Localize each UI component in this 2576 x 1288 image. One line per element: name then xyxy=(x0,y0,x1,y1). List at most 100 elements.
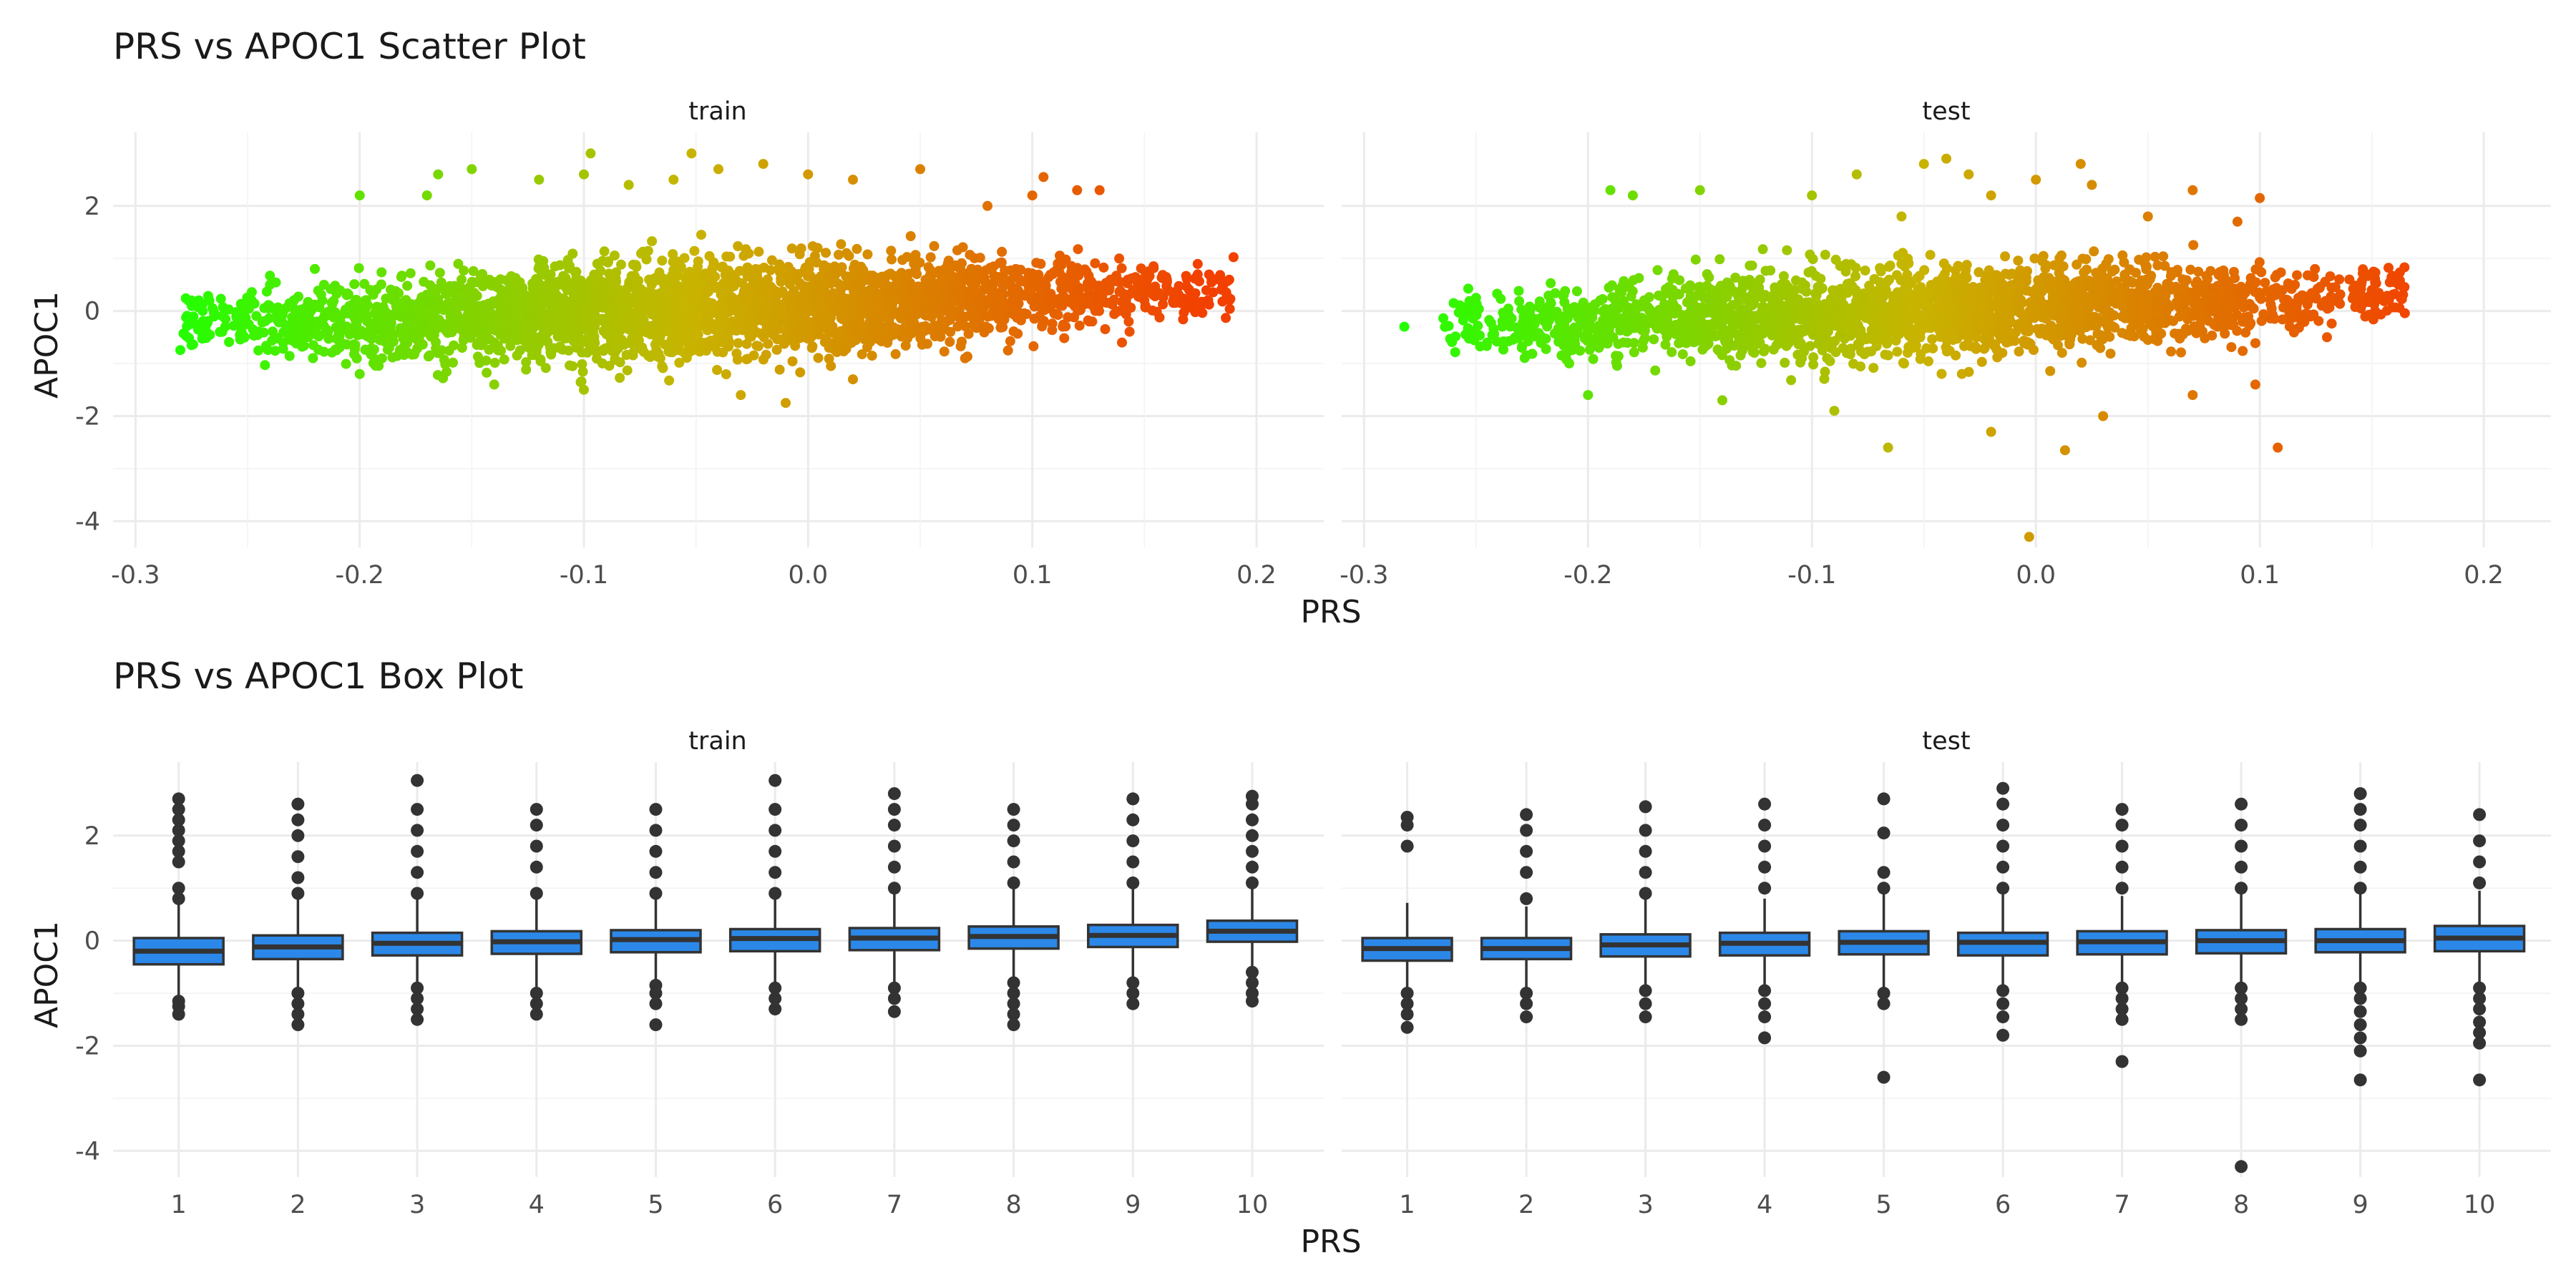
scatter-point xyxy=(823,325,834,335)
scatter-point xyxy=(1843,346,1853,357)
scatter-point xyxy=(874,289,884,299)
scatter-point xyxy=(839,311,849,321)
scatter-point xyxy=(621,350,632,360)
scatter-point xyxy=(448,357,458,368)
scatter-point xyxy=(546,349,557,360)
scatter-point xyxy=(1714,254,1725,265)
scatter-point xyxy=(495,274,506,285)
scatter-point xyxy=(1181,270,1191,281)
scatter-point xyxy=(963,301,974,311)
scatter-point xyxy=(2000,251,2011,262)
scatter-point xyxy=(879,333,889,344)
scatter-point xyxy=(405,268,416,278)
scatter-point xyxy=(537,285,547,296)
scatter-point xyxy=(434,268,445,278)
scatter-point xyxy=(175,345,185,356)
scatter-point xyxy=(682,270,693,280)
scatter-point xyxy=(960,353,970,364)
scatter-point xyxy=(366,343,377,353)
scatter-point xyxy=(945,336,955,347)
scatter-point xyxy=(1739,293,1750,304)
scatter-point xyxy=(1923,356,1933,366)
scatter-point xyxy=(377,353,387,364)
scatter-point xyxy=(1204,299,1214,310)
scatter-point xyxy=(615,357,625,368)
scatter-point xyxy=(2306,288,2317,298)
scatter-point xyxy=(1589,339,1600,350)
scatter-point xyxy=(1038,172,1049,182)
scatter-point xyxy=(929,240,940,251)
scatter-point xyxy=(1828,336,1839,347)
scatter-point xyxy=(741,338,752,349)
scatter-point xyxy=(1629,338,1639,348)
scatter-point xyxy=(748,273,758,283)
scatter-point xyxy=(1830,254,1841,265)
scatter-point xyxy=(891,271,902,281)
scatter-point xyxy=(367,331,378,342)
scatter-point xyxy=(768,316,779,326)
scatter-point xyxy=(555,260,565,270)
scatter-point xyxy=(1613,351,1624,361)
scatter-point xyxy=(297,341,308,352)
scatter-point xyxy=(354,190,365,201)
scatter-point xyxy=(220,321,230,332)
scatter-point xyxy=(708,257,719,268)
scatter-point xyxy=(391,301,401,311)
scatter-point xyxy=(258,327,269,338)
scatter-point xyxy=(484,274,495,285)
x-tick-label: 0.0 xyxy=(2016,561,2056,590)
scatter-point xyxy=(666,328,677,338)
scatter-point xyxy=(838,299,849,310)
scatter-point xyxy=(1008,326,1019,337)
scatter-point xyxy=(989,304,1000,315)
scatter-point xyxy=(1007,288,1018,298)
scatter-point xyxy=(647,275,658,286)
scatter-point xyxy=(615,373,625,383)
scatter-point xyxy=(806,280,817,291)
scatter-point xyxy=(343,308,353,318)
scatter-point xyxy=(2049,260,2059,270)
scatter-point xyxy=(955,264,966,275)
scatter-point xyxy=(410,303,421,313)
scatter-point xyxy=(2084,281,2094,292)
scatter-point xyxy=(1055,250,1065,261)
scatter-point xyxy=(495,311,506,322)
scatter-point xyxy=(431,337,441,348)
scatter-point xyxy=(1038,316,1049,326)
scatter-point xyxy=(681,353,692,363)
scatter-point xyxy=(799,293,810,304)
scatter-point xyxy=(753,341,763,351)
scatter-point xyxy=(776,266,786,276)
scatter-point xyxy=(1228,252,1239,263)
scatter-point xyxy=(1190,307,1201,318)
scatter-point xyxy=(718,306,728,316)
scatter-point xyxy=(519,289,530,300)
scatter-point xyxy=(604,361,615,371)
scatter-point xyxy=(1757,244,1768,255)
scatter-point xyxy=(1072,185,1083,195)
scatter-point xyxy=(733,338,743,348)
scatter-point xyxy=(957,284,967,294)
scatter-point xyxy=(918,308,929,319)
scatter-point xyxy=(647,309,658,320)
scatter-point xyxy=(888,329,899,340)
scatter-point xyxy=(784,279,795,290)
scatter-point xyxy=(1546,298,1556,308)
scatter-point xyxy=(1117,337,1127,348)
scatter-point xyxy=(249,331,259,341)
scatter-point xyxy=(916,328,926,339)
x-tick-label: -0.1 xyxy=(560,561,608,590)
scatter-point xyxy=(632,275,643,286)
scatter-point xyxy=(396,270,407,281)
scatter-point xyxy=(265,270,275,281)
scatter-point xyxy=(1707,299,1717,310)
scatter-point xyxy=(362,311,373,321)
scatter-point xyxy=(1903,348,1913,358)
scatter-point xyxy=(2310,264,2321,274)
scatter-point xyxy=(2256,316,2267,326)
scatter-point xyxy=(682,330,693,341)
scatter-point xyxy=(811,291,821,301)
scatter-point xyxy=(438,373,449,384)
scatter-point xyxy=(489,358,500,368)
